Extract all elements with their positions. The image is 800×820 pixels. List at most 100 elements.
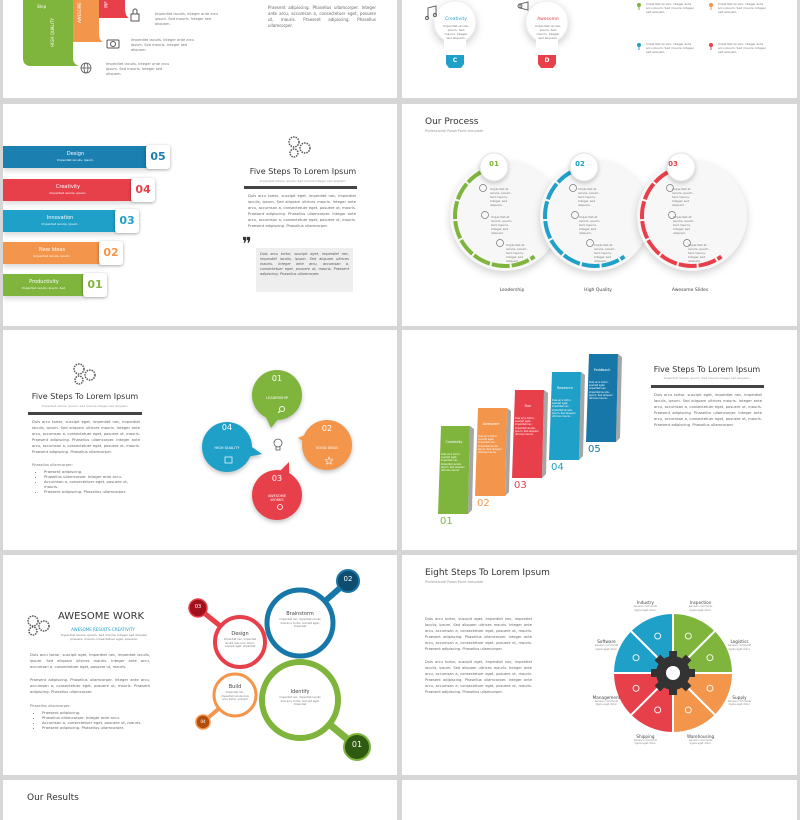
slide-title: AWESOME WORK xyxy=(58,611,145,622)
bar-label: Innovation xyxy=(46,215,74,221)
stair-label: Run xyxy=(524,404,532,408)
pin-text: Imperdiet iaculis, integer ante arcu ips… xyxy=(646,2,695,14)
stair-text: Duis arcu tortor, suscipit eget, imperdi… xyxy=(478,435,502,455)
process-circle-high-quality xyxy=(540,152,650,271)
segment-icon xyxy=(632,684,640,692)
stair-text: Duis arcu tortor, suscipit eget, imperdi… xyxy=(515,417,539,437)
bar-number: 03 xyxy=(115,209,139,233)
segment-label: Warehousing xyxy=(686,733,715,739)
step-badge xyxy=(479,152,509,182)
segment-label: Software xyxy=(597,639,616,645)
segment-text: Aenean commodo ligula eget dolor. xyxy=(594,644,619,651)
bulb-c-text: Imperdiet iaculis, ipsum. Sed mauris. In… xyxy=(443,24,469,40)
slide-thumbnail-5a[interactable]: Our Results xyxy=(3,780,397,820)
progress-arc xyxy=(640,169,723,268)
segment-text: Aenean commodo ligula eget dolor. xyxy=(688,605,713,612)
step-item-text: Imperdiet at iaculis, ipsum. Sed mauris.… xyxy=(688,243,710,263)
step-number: 02 xyxy=(575,160,585,168)
circle-design xyxy=(188,598,267,669)
step-item-icon xyxy=(479,184,487,192)
bubble-number: 02 xyxy=(321,424,333,433)
gear-icon xyxy=(651,651,695,695)
circle-build xyxy=(195,672,258,730)
process-circle-leadership xyxy=(450,152,560,271)
slide-title: Five Steps To Lorem Ipsum xyxy=(249,167,357,176)
segment-text: Aenean commodo ligula eget dolor. xyxy=(727,699,752,706)
slide-title: Five Steps To Lorem Ipsum xyxy=(653,365,761,374)
process-circle-awesome-slides xyxy=(637,152,747,271)
list-item: Phasellus ullamcorper. Integer ante arcu… xyxy=(44,474,142,479)
segment-icon xyxy=(684,632,692,640)
segment-label: Logistics xyxy=(730,639,749,645)
stair-number: 03 xyxy=(514,480,527,491)
circle-text: Imperdiet nec, imperdiet iaculis duis ar… xyxy=(279,618,321,628)
segment-label: Supply xyxy=(732,694,747,700)
bullet-list: Praesent adipiscing. Phasellus ullamcorp… xyxy=(32,469,142,494)
slide-thumbnail-2b[interactable]: Our Process Professional PowerPoint temp… xyxy=(402,104,797,326)
step-badge xyxy=(666,152,696,182)
segment-label-group: Software Aenean commodo ligula eget dolor… xyxy=(586,639,626,651)
step-item-text: Imperdiet at iaculis, ipsum. Sed mauris.… xyxy=(578,187,600,207)
step-item-text: Imperdiet at iaculis, ipsum. Sed mauris.… xyxy=(506,243,528,263)
circle-text: Imperdiet nec, imperdiet iaculis duis ar… xyxy=(221,691,249,702)
step-item-icon xyxy=(586,239,594,247)
search-icon xyxy=(277,406,285,414)
bubble-04 xyxy=(202,422,262,472)
step-item-icon xyxy=(683,239,691,247)
bar-text: Imperdiet iaculis, ipsum. Sed. xyxy=(21,286,67,290)
pin-icon-blue xyxy=(637,43,641,50)
bar-text: Imperdiet iaculis, ipsum. xyxy=(41,222,79,226)
pin-icon-green xyxy=(637,3,641,10)
bar-label: New Ideas xyxy=(39,247,65,253)
bar-design: Design Imperdiet iaculis, ipsum. xyxy=(3,146,148,168)
segment-text: Aenean commodo ligula eget dolor. xyxy=(633,738,658,745)
body-paragraph: Praesent adipiscing. Phasellus ullamcorp… xyxy=(268,5,376,28)
quote-box: Duis arcu tortor, suscipit eget, imperdi… xyxy=(256,248,353,292)
slide-thumbnail-3b[interactable]: Creativity Duis arcu tortor, suscipit ege… xyxy=(402,330,797,550)
circle-label: Brainstorm xyxy=(286,611,314,617)
divider xyxy=(651,385,764,388)
slide-thumbnail-1a[interactable]: Step HIGH QUALITY AWESOME INF Imperdiet … xyxy=(3,0,397,98)
step-label: Leadership xyxy=(499,288,525,293)
segment-icon xyxy=(654,706,662,714)
circle-text: Imperdiet nec, imperdiet iaculis duis ar… xyxy=(279,696,321,706)
slide-thumbnail-5b[interactable] xyxy=(402,780,797,820)
segment-text: Aenean commodo ligula eget dolor. xyxy=(594,699,619,706)
stair-step-04 xyxy=(549,372,585,460)
bar-creativity: Creativity Imperdiet iaculis, ipsum. xyxy=(3,179,133,201)
segment-label-group: Warehousing Aenean commodo ligula eget do… xyxy=(681,734,721,746)
bullet-list: Praesent adipiscing. Phasellus ullamcorp… xyxy=(30,710,150,730)
segment-label-group: Supply Aenean commodo ligula eget dolor. xyxy=(720,695,760,707)
slide-thumbnail-3a[interactable]: Five Steps To Lorem Ipsum Imperdiet iacu… xyxy=(3,330,397,550)
pin-text: Imperdiet iaculis, integer ante arcu ips… xyxy=(718,42,767,54)
step-item-icon xyxy=(666,184,674,192)
body-paragraph: Duis arcu tortor, suscipit eget, imperdi… xyxy=(654,393,762,427)
intro-text: Imperdiet iaculis, ipsum. Sed mauris. In… xyxy=(60,633,148,641)
pin-text: Imperdiet iaculis, integer ante arcu ips… xyxy=(718,2,767,14)
step-label: Awesome Slides xyxy=(671,288,709,293)
step-number: 03 xyxy=(668,160,678,168)
bulb-c-letter: C xyxy=(452,57,458,64)
circle-text: Imperdiet nec, imperdiet iaculis duis ar… xyxy=(223,638,257,648)
stair-number: 05 xyxy=(588,444,601,455)
slide-thumbnail-1b[interactable]: Creativity Imperdiet iaculis, ipsum. Sed… xyxy=(402,0,797,98)
bubble-label: GOOD IDEAS xyxy=(315,446,339,450)
body-paragraph: Duis arcu tortor, suscipit eget, imperdi… xyxy=(32,420,140,454)
stair-number: 04 xyxy=(551,462,564,473)
slide-thumbnail-2a[interactable]: Design Imperdiet iaculis, ipsum. 05 Creat… xyxy=(3,104,397,326)
stair-text: Duis arcu tortor, suscipit eget, imperdi… xyxy=(441,453,465,473)
list-item: Praesent adipiscing. Phasellus ullamcorp… xyxy=(42,725,150,730)
step-item-text: Imperdiet at iaculis, ipsum. Sed mauris.… xyxy=(579,215,601,235)
segment-icon xyxy=(706,684,714,692)
stair-step-05 xyxy=(586,354,622,442)
stair-number: 01 xyxy=(440,516,453,527)
segment-icon xyxy=(706,654,714,662)
process-circles xyxy=(450,152,747,271)
gear-icon xyxy=(277,504,283,510)
circle-number: 04 xyxy=(200,719,206,724)
slide-thumbnail-4b[interactable]: Eight Steps To Lorem Ipsum Professional … xyxy=(402,555,797,775)
eight-step-wheel xyxy=(611,611,735,735)
segment-label: Management xyxy=(592,694,621,700)
slide-thumbnail-4a[interactable]: AWESOME WORK AWESOME RESULTS-CREATIVITY … xyxy=(3,555,397,775)
bar-number: 04 xyxy=(131,178,155,202)
